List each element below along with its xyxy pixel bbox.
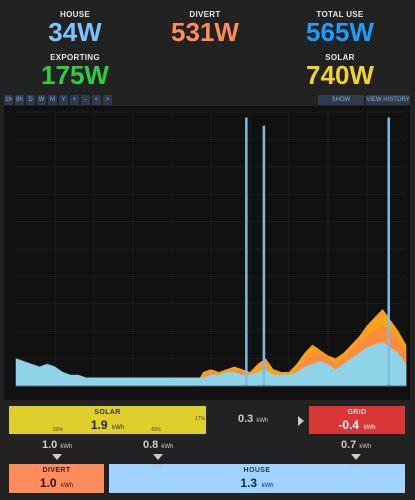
house-energy-title: HOUSE	[243, 467, 271, 474]
house-power-value: 34W	[48, 17, 102, 47]
solar-percent-right: 17%	[195, 416, 206, 422]
spike-bar-1	[262, 125, 266, 386]
solar-energy-box: SOLAR 1.9 kWh 50% 43% 17%	[9, 406, 206, 434]
house-solar-flow: 0.8 kWh	[143, 439, 173, 451]
grid-energy-value: -0.4	[338, 418, 360, 432]
solar-energy-value: 1.9	[90, 418, 108, 432]
zoom-out-button[interactable]: -	[81, 95, 90, 105]
show-balance-button[interactable]: SHOW BALANCE	[318, 95, 364, 113]
pan-right-button[interactable]: >	[103, 95, 112, 105]
chart-toolbar: 1h 8h D W M Y + - < > SHOW BALANCE VIEW …	[4, 95, 411, 113]
export-flow: 0.3 kWh	[238, 413, 268, 425]
house-solar-flow-unit: kWh	[161, 444, 174, 450]
grid-energy-box: GRID -0.4 kWh	[309, 406, 405, 434]
total-use-label: TOTAL USE	[316, 10, 364, 19]
divert-flow: 1.0 kWh	[42, 439, 72, 451]
divert-energy-unit: kWh	[61, 483, 74, 489]
export-arrow-icon	[298, 416, 304, 426]
export-flow-value: 0.3	[238, 413, 254, 425]
house-solar-flow-value: 0.8	[143, 439, 159, 451]
range-month-button[interactable]: M	[48, 95, 57, 105]
grid-house-arrow-icon	[351, 454, 361, 460]
house-percent-left: 63%	[153, 464, 164, 470]
range-day-button[interactable]: D	[26, 95, 35, 105]
house-energy-value: 1.3	[240, 476, 258, 490]
range-year-button[interactable]: Y	[59, 95, 68, 105]
exporting-label: EXPORTING	[50, 53, 100, 62]
power-chart[interactable]	[4, 106, 410, 400]
house-solar-arrow-icon	[153, 454, 163, 460]
solar-energy-unit: kWh	[112, 425, 125, 431]
solar-percent-left: 50%	[53, 427, 64, 433]
export-flow-unit: kWh	[256, 418, 269, 424]
divert-energy-box: DIVERT 1.0 kWh	[9, 464, 104, 493]
spike-bar-0	[245, 117, 248, 387]
divert-arrow-icon	[52, 454, 62, 460]
pan-left-button[interactable]: <	[92, 95, 101, 105]
exporting-stat: EXPORTING 175W	[20, 53, 130, 88]
divert-energy-value: 1.0	[39, 476, 57, 490]
power-chart-svg	[15, 111, 407, 387]
solar-percent-mid: 43%	[151, 427, 162, 433]
view-history-button[interactable]: VIEW HISTORY	[366, 95, 410, 105]
solar-energy-title: SOLAR	[94, 409, 121, 416]
grid-energy-title: GRID	[347, 409, 367, 416]
solar-power-stat: SOLAR 740W	[285, 53, 395, 88]
solar-power-value: 740W	[306, 60, 374, 90]
solar-label: SOLAR	[325, 53, 355, 62]
house-power-stat: HOUSE 34W	[20, 10, 130, 45]
divert-energy-title: DIVERT	[42, 467, 71, 474]
divert-flow-unit: kWh	[60, 444, 73, 450]
divert-flow-value: 1.0	[42, 439, 58, 451]
house-label: HOUSE	[60, 10, 90, 19]
divert-power-value: 531W	[171, 17, 239, 47]
grid-house-flow-unit: kWh	[359, 444, 372, 450]
range-1h-button[interactable]: 1h	[4, 95, 13, 105]
zoom-in-button[interactable]: +	[70, 95, 79, 105]
grid-energy-unit: kWh	[363, 425, 376, 431]
series-area-2	[15, 341, 407, 387]
range-8h-button[interactable]: 8h	[15, 95, 24, 105]
exporting-value: 175W	[41, 60, 109, 90]
grid-house-flow-value: 0.7	[341, 439, 357, 451]
divert-label: DIVERT	[189, 10, 221, 19]
house-percent-right: 92%	[350, 464, 361, 470]
spike-bar-2	[387, 117, 390, 387]
total-use-value: 565W	[306, 17, 374, 47]
grid-house-flow: 0.7 kWh	[341, 439, 371, 451]
divert-power-stat: DIVERT 531W	[150, 10, 260, 45]
total-use-stat: TOTAL USE 565W	[285, 10, 395, 45]
range-week-button[interactable]: W	[37, 95, 46, 105]
house-energy-unit: kWh	[261, 483, 274, 489]
house-energy-box: HOUSE 1.3 kWh	[109, 464, 405, 493]
